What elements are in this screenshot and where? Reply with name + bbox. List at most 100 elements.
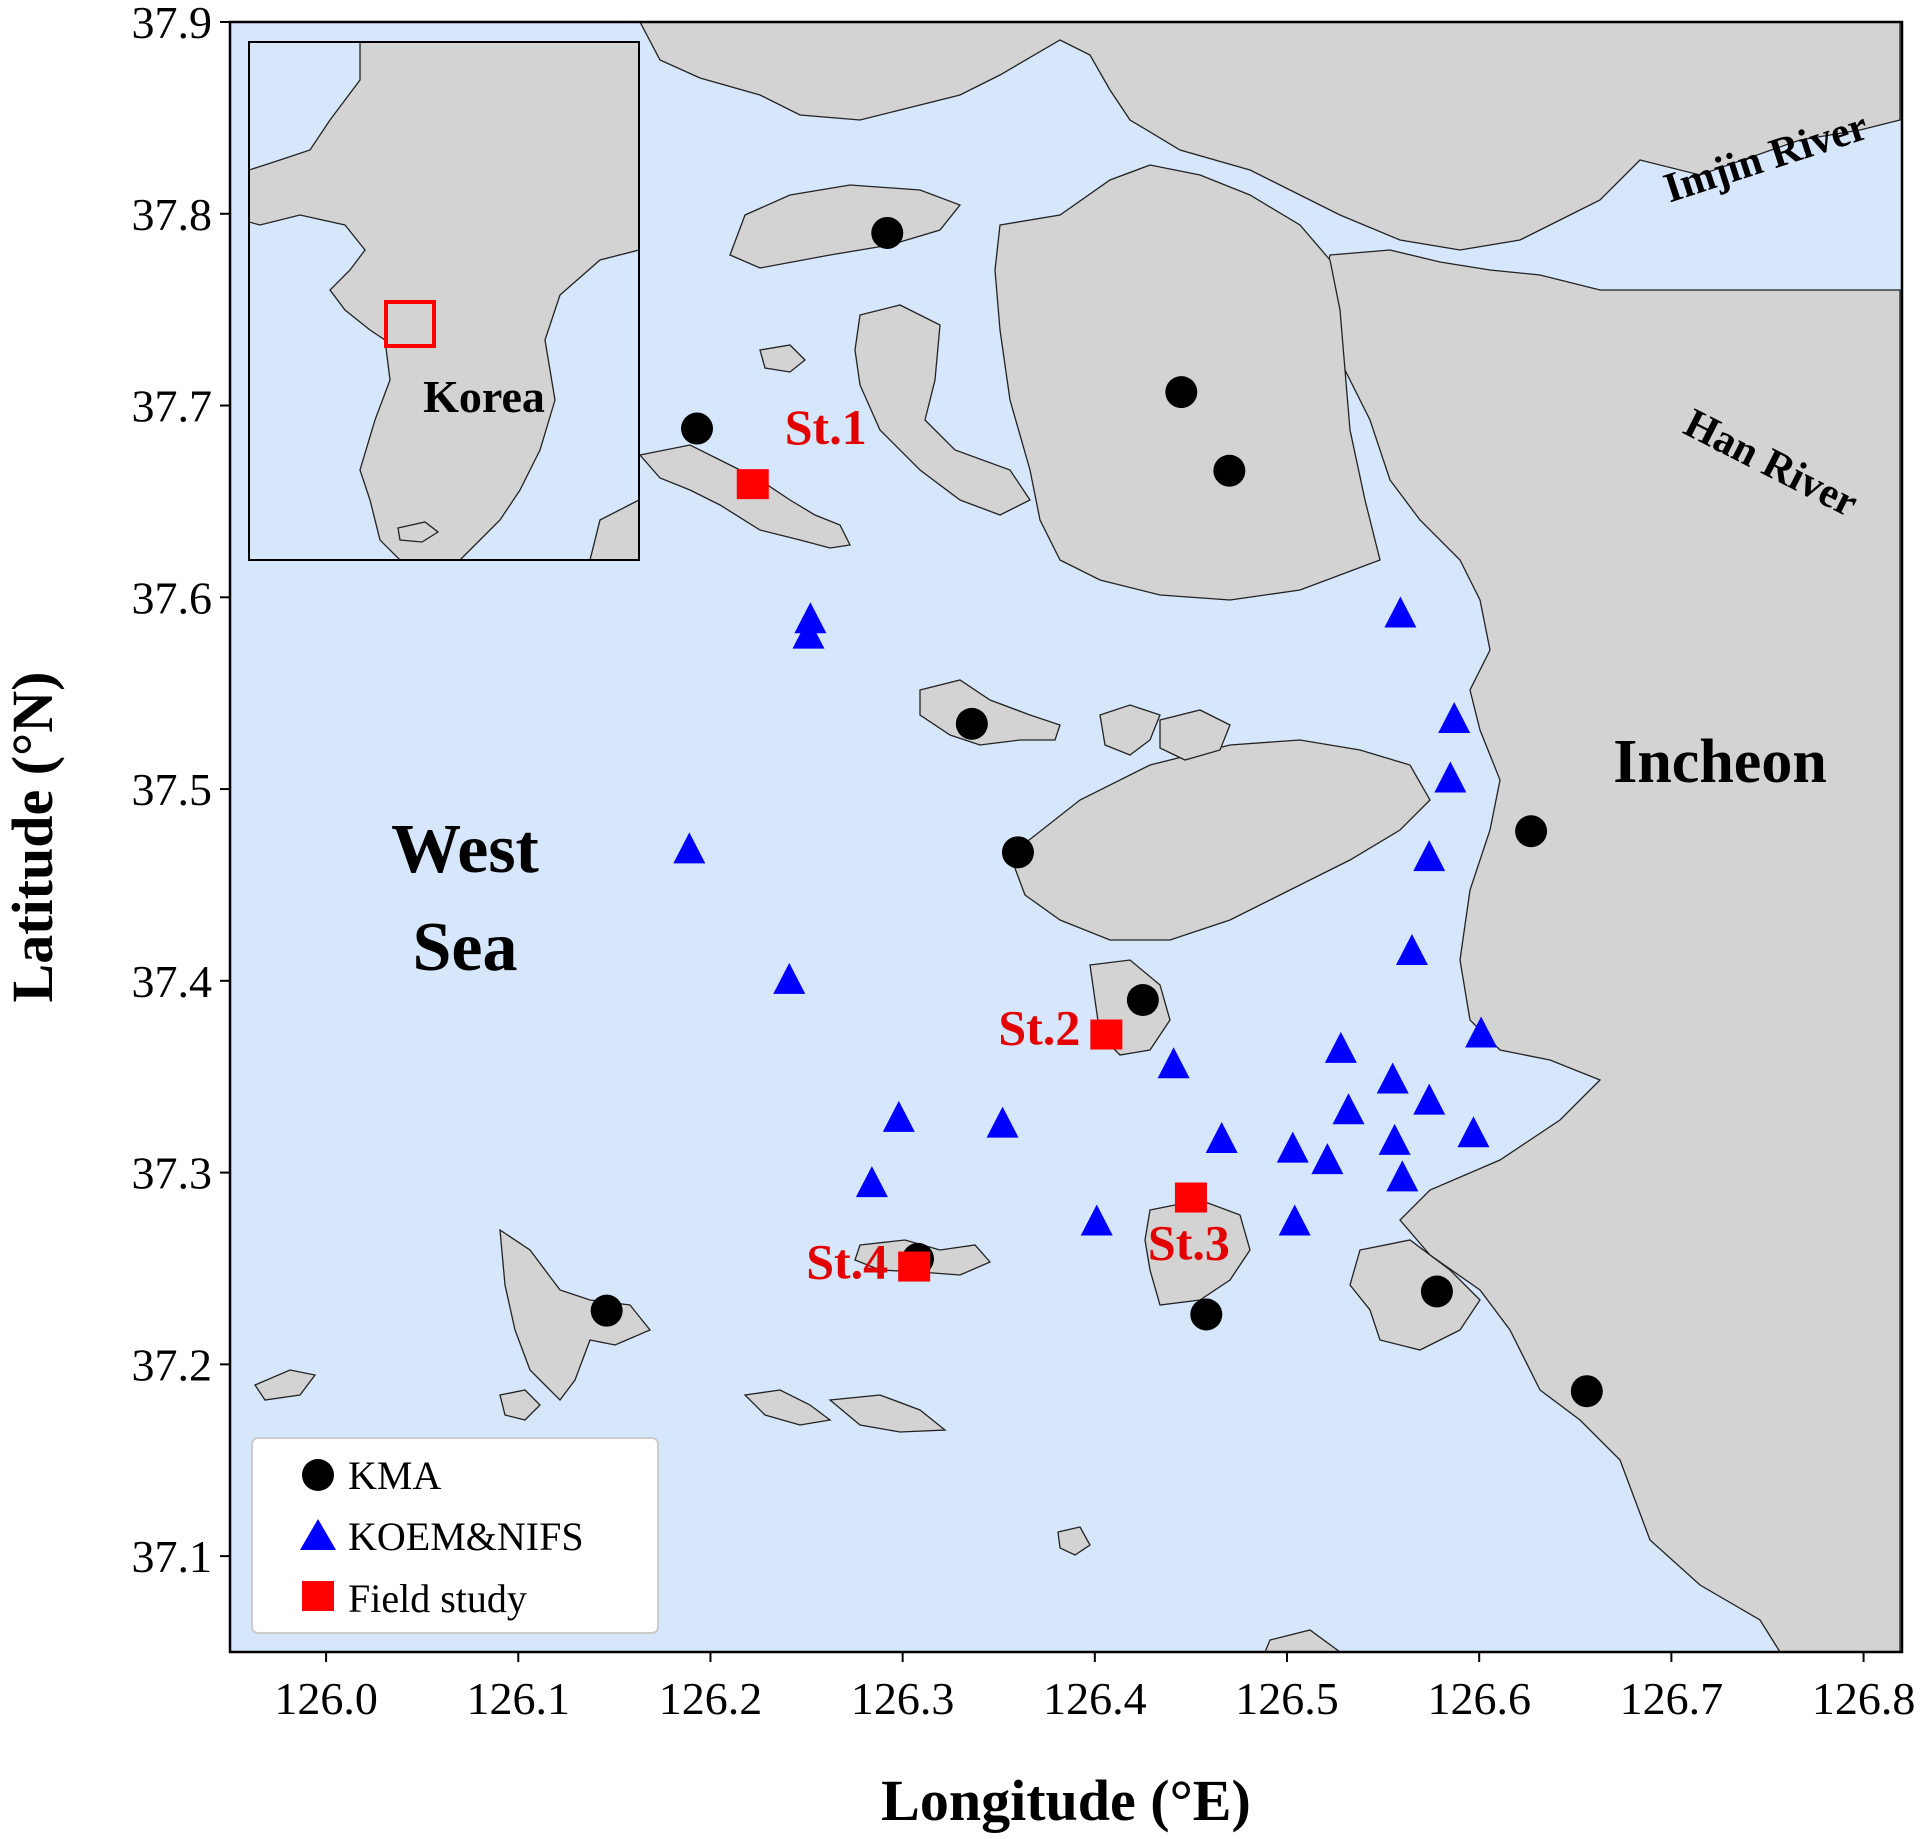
south-island-e bbox=[1057, 1526, 1091, 1556]
field-study-label: St.3 bbox=[1148, 1215, 1230, 1271]
koem-nifs-station-marker bbox=[1434, 761, 1467, 793]
south-island-d bbox=[254, 1369, 317, 1401]
south-island-a bbox=[743, 1389, 832, 1426]
koem-nifs-station-marker bbox=[1384, 596, 1417, 628]
kma-station-marker bbox=[1213, 454, 1246, 487]
kma-station-marker bbox=[681, 412, 714, 445]
x-axis-ticks: 126.0 126.1 126.2 126.3 126.4 126.5 126.6 126.7… bbox=[274, 1652, 1915, 1724]
south-island-c bbox=[499, 1389, 541, 1421]
study-area-box bbox=[384, 300, 436, 348]
west-sea-label-line1: West bbox=[391, 811, 539, 888]
koem-nifs-station-marker bbox=[1438, 702, 1471, 734]
kma-station-marker bbox=[1165, 376, 1198, 409]
kma-station-marker bbox=[871, 216, 904, 249]
inset-jeju-island bbox=[397, 521, 440, 543]
land-layer bbox=[254, 22, 1901, 1652]
koem-nifs-station-marker bbox=[1386, 1160, 1419, 1192]
mid-island-b bbox=[1099, 704, 1161, 756]
y-tick-label: 37.4 bbox=[132, 956, 213, 1007]
y-tick-label: 37.2 bbox=[132, 1339, 213, 1390]
field-study-marker bbox=[898, 1251, 931, 1282]
x-tick-label: 126.0 bbox=[274, 1673, 378, 1724]
koem-nifs-station-marker bbox=[855, 1166, 888, 1198]
seokmo-island bbox=[854, 304, 1031, 516]
daebu-island bbox=[1349, 1239, 1481, 1351]
koem-nifs-station-marker bbox=[1332, 1093, 1365, 1125]
y-tick-label: 37.9 bbox=[132, 0, 213, 48]
koem-nifs-station-marker bbox=[792, 617, 825, 649]
y-tick-label: 37.5 bbox=[132, 764, 213, 815]
legend-field-label: Field study bbox=[348, 1576, 527, 1621]
koem-nifs-station-marker bbox=[1457, 1116, 1490, 1148]
koem-nifs-station-marker bbox=[1413, 1083, 1446, 1115]
y-tick-label: 37.3 bbox=[132, 1148, 213, 1199]
field-study-marker bbox=[1174, 1182, 1207, 1213]
y-tick-label: 37.8 bbox=[132, 189, 213, 240]
north-small-island bbox=[759, 344, 806, 373]
field-study-marker bbox=[1090, 1019, 1123, 1050]
plot-frame bbox=[228, 20, 1904, 1654]
koem-nifs-station-marker bbox=[1465, 1016, 1498, 1048]
y-axis-ticks: 37.1 37.2 37.3 37.4 37.5 37.6 37.7 37.8 37.9 bbox=[132, 0, 230, 1582]
kma-station-marker bbox=[590, 1294, 623, 1327]
mid-island-c bbox=[1159, 709, 1231, 761]
x-tick-label: 126.1 bbox=[467, 1673, 571, 1724]
west-sea-label-line2: Sea bbox=[413, 909, 518, 986]
koem-nifs-station-marker bbox=[1311, 1143, 1344, 1175]
legend-koem-label: KOEM&NIFS bbox=[348, 1514, 584, 1559]
y-tick-label: 37.1 bbox=[132, 1531, 213, 1582]
south-central-island bbox=[1144, 1199, 1251, 1306]
koem-nifs-station-marker bbox=[673, 832, 706, 864]
kma-station-marker bbox=[1420, 1275, 1453, 1308]
koem-nifs-station-marker bbox=[1376, 1062, 1409, 1094]
y-tick-label: 37.7 bbox=[132, 381, 213, 432]
x-tick-label: 126.2 bbox=[659, 1673, 763, 1724]
kma-station-marker bbox=[1190, 1298, 1223, 1331]
koem-nifs-station-marker bbox=[1276, 1131, 1309, 1163]
kma-markers bbox=[590, 216, 1603, 1408]
y-tick-label: 37.6 bbox=[132, 572, 213, 623]
korea-inset-map: Korea bbox=[248, 41, 640, 561]
x-tick-label: 126.7 bbox=[1620, 1673, 1724, 1724]
field-study-label: St.1 bbox=[785, 399, 867, 455]
kma-station-marker bbox=[1570, 1375, 1603, 1408]
kma-station-marker bbox=[955, 707, 988, 740]
legend-field-marker bbox=[302, 1581, 334, 1611]
x-tick-label: 126.6 bbox=[1427, 1673, 1531, 1724]
field-study-markers bbox=[736, 469, 1207, 1282]
koem-nifs-station-marker bbox=[1413, 840, 1446, 872]
x-tick-label: 126.3 bbox=[851, 1673, 955, 1724]
gyodong-island bbox=[729, 184, 962, 269]
koem-nifs-station-marker bbox=[1205, 1121, 1238, 1153]
inset-korea-label: Korea bbox=[423, 371, 545, 422]
inset-china-coast bbox=[589, 499, 639, 560]
legend-kma-label: KMA bbox=[348, 1453, 441, 1498]
x-tick-label: 126.8 bbox=[1812, 1673, 1916, 1724]
koem-nifs-station-marker bbox=[1278, 1204, 1311, 1236]
field-study-label: St.2 bbox=[998, 1000, 1080, 1056]
south-west-island bbox=[499, 1228, 652, 1401]
kma-station-marker bbox=[1126, 984, 1159, 1016]
field-study-labels: St.1 St.2 St.3 St.4 bbox=[785, 399, 1230, 1289]
legend-box bbox=[251, 1437, 659, 1634]
koem-nifs-station-marker bbox=[882, 1100, 915, 1132]
koem-nifs-station-marker bbox=[794, 602, 827, 634]
koem-nifs-station-marker bbox=[1395, 934, 1428, 966]
y-axis-label: Latitude (°N) bbox=[0, 672, 65, 1003]
koem-nifs-station-marker bbox=[1157, 1047, 1190, 1079]
koem-nifs-station-marker bbox=[986, 1106, 1019, 1138]
koem-nifs-markers bbox=[673, 596, 1498, 1236]
incheon-mainland bbox=[1319, 249, 1901, 1652]
kma-station-marker bbox=[1001, 836, 1034, 869]
koem-nifs-station-marker bbox=[1378, 1123, 1411, 1155]
mid-island-a bbox=[919, 679, 1061, 746]
field-study-marker bbox=[736, 469, 769, 500]
field-study-label: St.4 bbox=[806, 1234, 888, 1290]
south-island-b bbox=[828, 1394, 947, 1433]
koem-nifs-station-marker bbox=[1324, 1031, 1357, 1063]
x-tick-label: 126.4 bbox=[1043, 1673, 1147, 1724]
kma-station-marker bbox=[1515, 815, 1548, 848]
inset-korea-land bbox=[249, 42, 639, 560]
north-mainland bbox=[639, 22, 1901, 251]
